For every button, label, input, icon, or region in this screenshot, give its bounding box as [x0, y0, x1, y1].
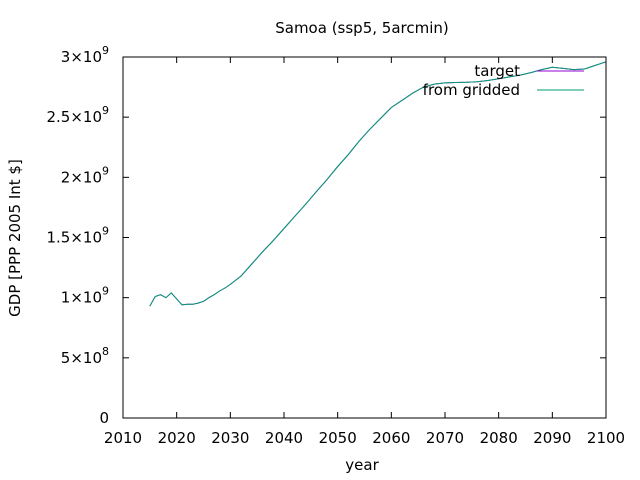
plot-series	[149, 61, 607, 307]
x-tick-label: 2040	[265, 429, 303, 447]
y-axis-label: GDP [PPP 2005 Int $]	[6, 159, 24, 317]
x-tick-label: 2020	[158, 429, 196, 447]
x-tick-label: 2050	[319, 429, 357, 447]
y-tick-label: 2.5×109	[46, 104, 109, 126]
plot-frame	[122, 56, 607, 419]
x-tick-label: 2080	[480, 429, 518, 447]
x-tick-label: 2090	[533, 429, 571, 447]
x-axis: 2010 2020 2030 2040 2050 2060 2070 2080 2090 2100	[104, 57, 625, 447]
y-tick-label: 2×109	[61, 164, 109, 186]
y-tick-label: 0	[99, 409, 109, 427]
x-tick-label: 2010	[104, 429, 142, 447]
series-line-from-gridded	[149, 61, 607, 307]
series-line-target	[149, 61, 607, 307]
legend: target from gridded	[423, 62, 584, 99]
legend-label-target: target	[474, 62, 520, 80]
x-axis-label: year	[345, 456, 379, 474]
x-tick-label: 2100	[587, 429, 625, 447]
y-tick-label: 3×109	[61, 44, 109, 66]
legend-label-from-gridded: from gridded	[423, 81, 520, 99]
y-axis: 0 5×108 1×109 1.5×109 2×109 2.5×109 3×109	[46, 44, 606, 427]
x-tick-label: 2070	[426, 429, 464, 447]
x-tick-label: 2030	[211, 429, 249, 447]
x-tick-label: 2060	[372, 429, 410, 447]
y-tick-label: 5×108	[61, 345, 109, 367]
y-tick-label: 1.5×109	[46, 225, 109, 247]
y-tick-label: 1×109	[61, 285, 109, 307]
chart-title: Samoa (ssp5, 5arcmin)	[275, 19, 449, 37]
